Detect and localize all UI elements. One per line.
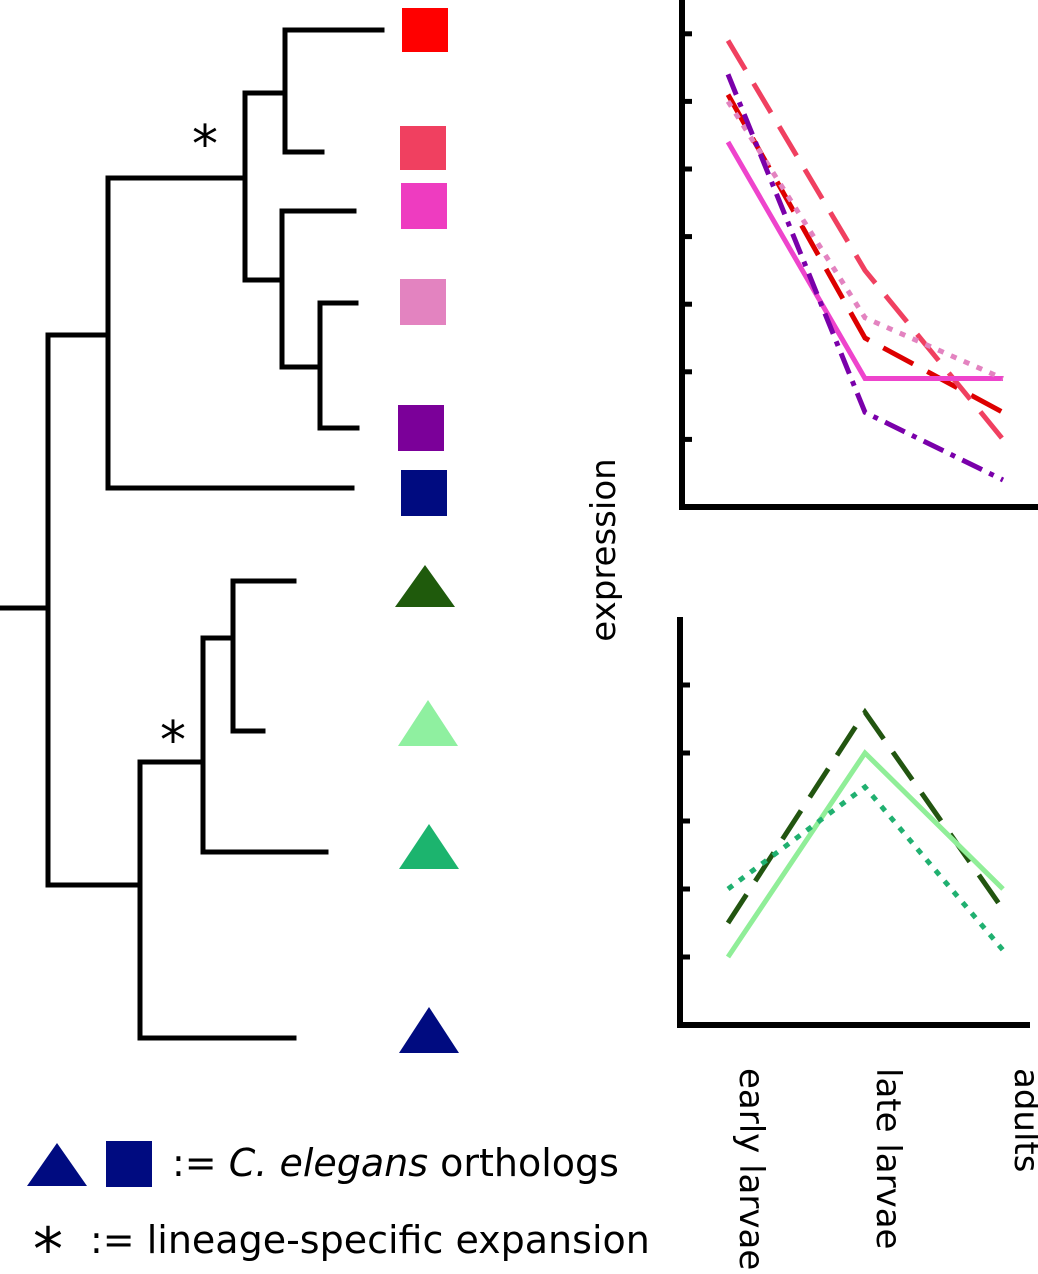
legend-square <box>106 1141 152 1187</box>
x-tick-label: early larvae <box>731 1068 771 1270</box>
tip-symbols <box>395 8 459 1053</box>
legend-triangle <box>27 1143 87 1186</box>
tip-square <box>398 405 444 451</box>
series-line <box>725 749 1005 959</box>
tip-triangle <box>398 700 458 746</box>
expansion-mark: * <box>160 711 186 771</box>
tip-square <box>402 8 448 52</box>
tree-branches <box>0 27 385 1041</box>
tip-square <box>401 470 447 516</box>
legend-expansion: := lineage-specific expansion <box>90 1218 650 1262</box>
tip-square <box>400 279 446 325</box>
legend-orthologs: := C. elegans orthologs <box>172 1141 619 1185</box>
tip-square <box>400 126 446 170</box>
tip-triangle <box>399 824 459 869</box>
series-line <box>725 100 1005 381</box>
legend-sign: := <box>172 1141 217 1185</box>
line-chart <box>679 0 1038 510</box>
series-line <box>725 39 1005 441</box>
tip-square <box>401 183 447 229</box>
x-tick-label: adults <box>1006 1068 1038 1172</box>
tree: * * <box>0 27 385 1041</box>
legend-asterisk: * <box>33 1215 63 1274</box>
series-line <box>725 93 1005 415</box>
series-line <box>725 73 1005 483</box>
legend: := C. elegans orthologs * := lineage-spe… <box>27 1141 650 1274</box>
x-tick-label: late larvae <box>868 1068 908 1249</box>
series-line <box>726 783 1005 952</box>
line-chart <box>677 617 1030 1028</box>
legend-label: orthologs <box>440 1141 619 1185</box>
expansion-mark: * <box>192 115 218 175</box>
series-line <box>725 140 1003 382</box>
tip-triangle <box>395 565 455 607</box>
y-axis-label: expression <box>584 458 624 641</box>
axes <box>679 0 1038 510</box>
axes <box>677 617 1030 1028</box>
legend-species: C. elegans <box>229 1141 428 1185</box>
tip-triangle <box>399 1007 459 1053</box>
